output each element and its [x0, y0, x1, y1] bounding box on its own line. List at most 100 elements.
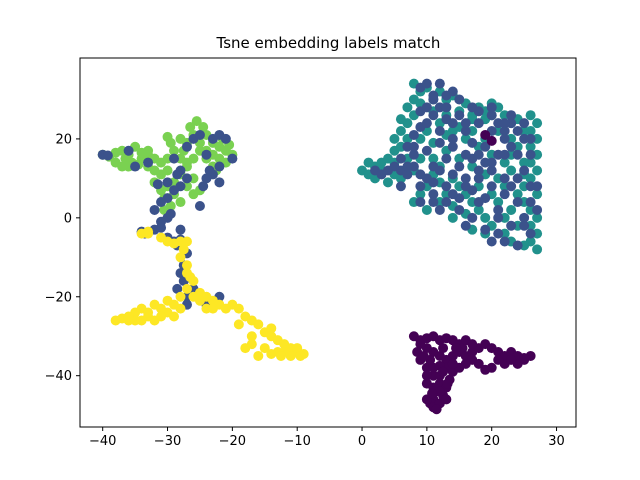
data-point: [415, 339, 426, 350]
data-point: [454, 94, 465, 105]
data-point: [188, 275, 199, 286]
data-point: [253, 350, 264, 361]
data-point: [175, 197, 186, 208]
data-point: [454, 161, 465, 172]
data-point: [428, 362, 439, 373]
data-point: [493, 204, 504, 215]
data-point: [532, 165, 543, 176]
data-point: [493, 228, 504, 239]
data-point: [198, 122, 209, 133]
data-point: [480, 364, 491, 375]
data-point: [499, 118, 510, 129]
data-point: [499, 189, 510, 200]
data-point: [447, 133, 458, 144]
x-tick-label: 10: [419, 434, 436, 449]
x-tick-label: 20: [483, 434, 500, 449]
data-point: [506, 354, 517, 365]
data-point: [162, 131, 173, 142]
data-point: [102, 150, 113, 161]
plot-area-frame: [79, 57, 577, 428]
data-point: [275, 350, 286, 361]
data-point: [434, 386, 445, 397]
data-point: [214, 161, 225, 172]
data-point: [181, 141, 192, 152]
data-point: [175, 303, 186, 314]
data-point: [447, 212, 458, 223]
data-point: [201, 149, 212, 160]
data-point: [493, 354, 504, 365]
data-point: [233, 303, 244, 314]
data-point: [428, 90, 439, 101]
data-point: [506, 220, 517, 231]
data-point: [434, 78, 445, 89]
data-point: [512, 189, 523, 200]
data-point: [181, 236, 192, 247]
x-tick-label: 0: [358, 434, 366, 449]
data-point: [415, 169, 426, 180]
data-point: [467, 212, 478, 223]
data-point: [532, 204, 543, 215]
data-point: [143, 157, 154, 168]
data-point: [434, 137, 445, 148]
data-point: [532, 212, 543, 223]
data-point: [175, 224, 186, 235]
data-point: [428, 189, 439, 200]
data-point: [421, 102, 432, 113]
data-point: [149, 204, 160, 215]
data-point: [519, 165, 530, 176]
data-point: [427, 388, 438, 399]
data-point: [415, 181, 426, 192]
data-point: [156, 222, 167, 233]
data-point: [402, 161, 413, 172]
data-point: [467, 102, 478, 113]
data-point: [499, 236, 510, 247]
data-point: [201, 303, 212, 314]
data-point: [438, 366, 449, 377]
data-point: [363, 157, 374, 168]
data-point: [181, 260, 192, 271]
data-point: [201, 173, 212, 184]
data-point: [421, 118, 432, 129]
data-point: [486, 157, 497, 168]
data-point: [454, 110, 465, 121]
x-tick-label: −20: [219, 434, 246, 449]
data-point: [460, 126, 471, 137]
data-point: [519, 118, 530, 129]
data-point: [473, 173, 484, 184]
data-point: [525, 141, 536, 152]
data-point: [512, 126, 523, 137]
data-point: [499, 149, 510, 160]
data-point: [169, 145, 180, 156]
data-point: [130, 161, 141, 172]
data-point: [532, 181, 543, 192]
data-point: [460, 118, 471, 129]
data-point: [143, 226, 154, 237]
data-point: [434, 126, 445, 137]
data-point: [473, 204, 484, 215]
data-point: [499, 173, 510, 184]
data-point: [431, 404, 442, 415]
data-point: [460, 173, 471, 184]
data-point: [389, 133, 400, 144]
data-point: [486, 165, 497, 176]
data-point: [408, 149, 419, 160]
data-point: [220, 133, 231, 144]
data-point: [493, 212, 504, 223]
data-point: [421, 204, 432, 215]
data-point: [480, 212, 491, 223]
data-point: [506, 110, 517, 121]
data-point: [451, 343, 462, 354]
data-point: [441, 90, 452, 101]
data-point: [191, 116, 202, 127]
data-point: [525, 133, 536, 144]
data-point: [156, 311, 167, 322]
data-point: [408, 141, 419, 152]
data-point: [259, 343, 270, 354]
data-point: [253, 319, 264, 330]
x-tick-label: 30: [548, 434, 565, 449]
data-point: [194, 129, 205, 140]
data-point: [382, 177, 393, 188]
data-point: [525, 110, 536, 121]
data-point: [172, 169, 183, 180]
data-point: [525, 228, 536, 239]
